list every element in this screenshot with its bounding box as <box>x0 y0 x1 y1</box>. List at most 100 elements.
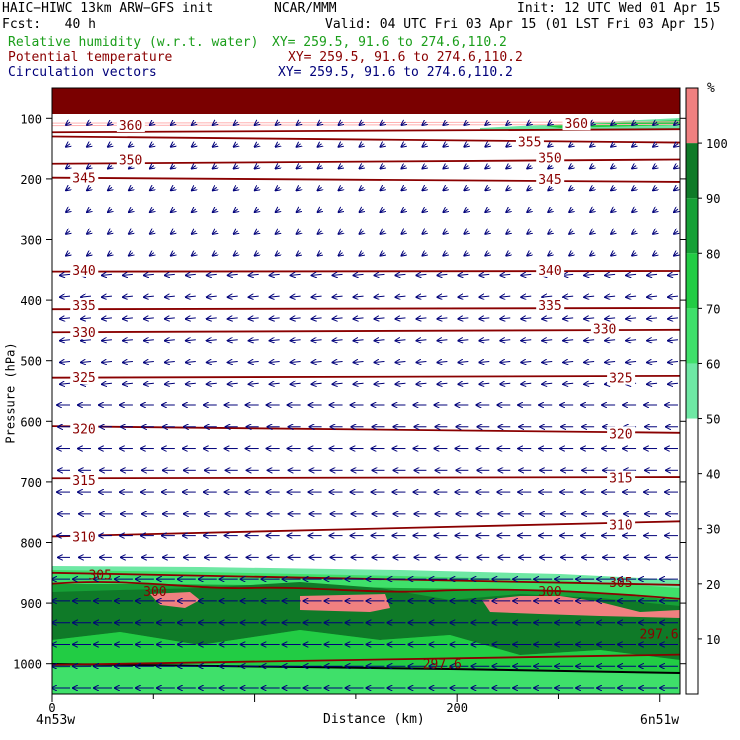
circulation-vector <box>443 231 447 234</box>
circulation-vector <box>590 209 594 212</box>
circulation-vector <box>569 209 573 212</box>
circulation-vector <box>339 166 343 169</box>
circulation-vector <box>108 231 112 234</box>
circulation-vector <box>270 383 280 384</box>
right-endpoint-label: 6n51w <box>640 713 680 728</box>
theta-contour-label: 330 <box>72 326 95 341</box>
circulation-vector <box>416 361 427 362</box>
circulation-vector <box>255 253 259 256</box>
circulation-vector <box>422 166 426 169</box>
circulation-vector <box>270 340 280 341</box>
circulation-vector <box>485 209 489 212</box>
circulation-vector <box>506 144 510 147</box>
circulation-vector <box>611 144 615 147</box>
circulation-vector <box>506 122 510 125</box>
theta-label-bg <box>590 321 619 336</box>
circulation-vector <box>228 318 238 319</box>
circulation-vector <box>186 296 196 297</box>
circulation-vector <box>464 144 468 147</box>
theta-label-bg <box>70 370 99 385</box>
circulation-vector <box>165 274 175 275</box>
circulation-vector <box>584 383 595 384</box>
circulation-vector <box>255 144 259 147</box>
circulation-vector <box>171 231 175 234</box>
circulation-vector <box>270 318 280 319</box>
circulation-vector <box>312 383 322 384</box>
colorbar-swatch <box>686 198 698 254</box>
circulation-vector <box>521 383 532 384</box>
theta-contour-label: 335 <box>538 299 561 314</box>
circulation-vector <box>653 209 657 212</box>
theta-contour-line <box>52 581 680 600</box>
circulation-vector <box>443 144 447 147</box>
theta-label-bg <box>70 325 99 340</box>
circulation-vector <box>276 166 280 169</box>
circulation-vector <box>276 231 280 234</box>
circulation-vector <box>542 361 553 362</box>
circulation-vector <box>165 318 175 319</box>
theta-label-bg <box>70 421 99 436</box>
legend-theta-xy: XY= 259.5, 91.6 to 274.6,110.2 <box>288 50 523 65</box>
theta-contour-label: 345 <box>72 172 95 187</box>
circulation-vector <box>150 122 154 125</box>
circulation-vector <box>548 144 552 147</box>
circulation-vector <box>674 231 678 234</box>
circulation-vector <box>234 209 238 212</box>
theta-label-bg <box>607 517 636 532</box>
legend-vectors-xy: XY= 259.5, 91.6 to 274.6,110.2 <box>278 65 513 80</box>
circulation-vector <box>297 231 301 234</box>
circulation-vector <box>590 144 594 147</box>
circulation-vector <box>632 253 636 256</box>
circulation-vector <box>171 209 175 212</box>
circulation-vector <box>213 187 217 190</box>
theta-label-bg <box>70 170 99 185</box>
circulation-vector <box>297 122 301 125</box>
circulation-vector <box>626 274 637 275</box>
circulation-vector <box>207 274 217 275</box>
x-axis-label: Distance (km) <box>323 712 425 727</box>
circulation-vector <box>563 318 574 319</box>
circulation-vector <box>569 231 573 234</box>
circulation-vector <box>360 166 364 169</box>
circulation-vector <box>374 318 385 319</box>
circulation-vector <box>479 296 490 297</box>
circulation-vector <box>563 340 574 341</box>
circulation-vector <box>192 231 196 234</box>
circulation-vector <box>479 383 490 384</box>
circulation-vector <box>165 383 175 384</box>
circulation-vector <box>123 296 133 297</box>
circulation-vector <box>395 361 406 362</box>
circulation-vector <box>276 122 280 125</box>
colorbar-swatch <box>686 88 698 144</box>
colorbar-tick-label: 80 <box>706 247 720 261</box>
circulation-vector <box>647 318 658 319</box>
circulation-vector <box>228 383 238 384</box>
circulation-vector <box>458 318 469 319</box>
legend-theta-label: Potential temperature <box>8 50 173 65</box>
circulation-vector <box>632 209 636 212</box>
circulation-vector <box>548 166 552 169</box>
theta-contour-label: 355 <box>518 135 541 150</box>
circulation-vector <box>527 166 531 169</box>
circulation-vector <box>653 166 657 169</box>
theta-contour-label: 297.6 <box>639 627 678 642</box>
circulation-vector <box>647 361 658 362</box>
theta-contour-line <box>52 425 680 434</box>
theta-contour-label: 345 <box>538 173 561 188</box>
circulation-vector <box>150 166 154 169</box>
circulation-vector <box>569 253 573 256</box>
circulation-vector <box>416 318 427 319</box>
circulation-vector <box>150 231 154 234</box>
y-tick-label: 600 <box>20 415 42 429</box>
circulation-vector <box>108 144 112 147</box>
circulation-vector <box>500 318 511 319</box>
theta-contour-line <box>52 476 680 480</box>
circulation-vector <box>584 361 595 362</box>
circulation-vector <box>506 187 510 190</box>
circulation-vector <box>605 361 616 362</box>
circulation-vector <box>108 209 112 212</box>
circulation-vector <box>207 361 217 362</box>
circulation-vector <box>416 274 427 275</box>
legend-rh-xy: XY= 259.5, 91.6 to 274.6,110.2 <box>272 35 507 50</box>
colorbar-tick-label: 70 <box>706 302 720 316</box>
